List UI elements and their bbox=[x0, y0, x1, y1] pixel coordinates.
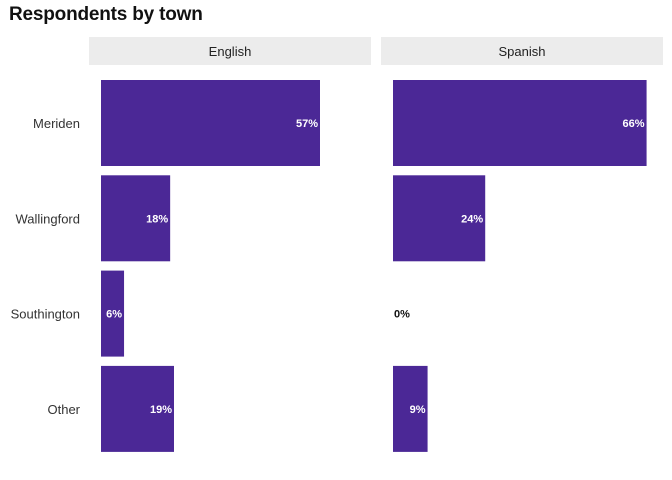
bar-value-label: 9% bbox=[410, 404, 426, 416]
bar-value-label: 19% bbox=[150, 404, 172, 416]
bar-value-label: 18% bbox=[146, 213, 168, 225]
bar-value-label: 57% bbox=[296, 118, 318, 130]
bar bbox=[101, 175, 171, 262]
bar bbox=[101, 270, 125, 357]
facet-strip-spanish bbox=[381, 37, 663, 65]
bar bbox=[101, 80, 320, 166]
y-tick-label: Meriden bbox=[33, 116, 80, 131]
facet-label: Spanish bbox=[499, 44, 546, 59]
y-tick-label: Southington bbox=[11, 307, 80, 322]
y-tick-label: Wallingford bbox=[15, 211, 80, 226]
bar bbox=[393, 80, 647, 166]
bar bbox=[101, 365, 174, 452]
bar bbox=[393, 365, 428, 452]
chart-title: Respondents by town bbox=[9, 4, 203, 25]
bar-value-label: 24% bbox=[461, 213, 483, 225]
bar-value-label: 6% bbox=[106, 309, 122, 321]
facet-label: English bbox=[209, 44, 252, 59]
facet-strip-english bbox=[89, 37, 371, 65]
bar bbox=[393, 175, 486, 262]
bar-value-label: 0% bbox=[394, 309, 410, 321]
y-tick-label: Other bbox=[47, 402, 80, 417]
bar-value-label: 66% bbox=[623, 118, 645, 130]
